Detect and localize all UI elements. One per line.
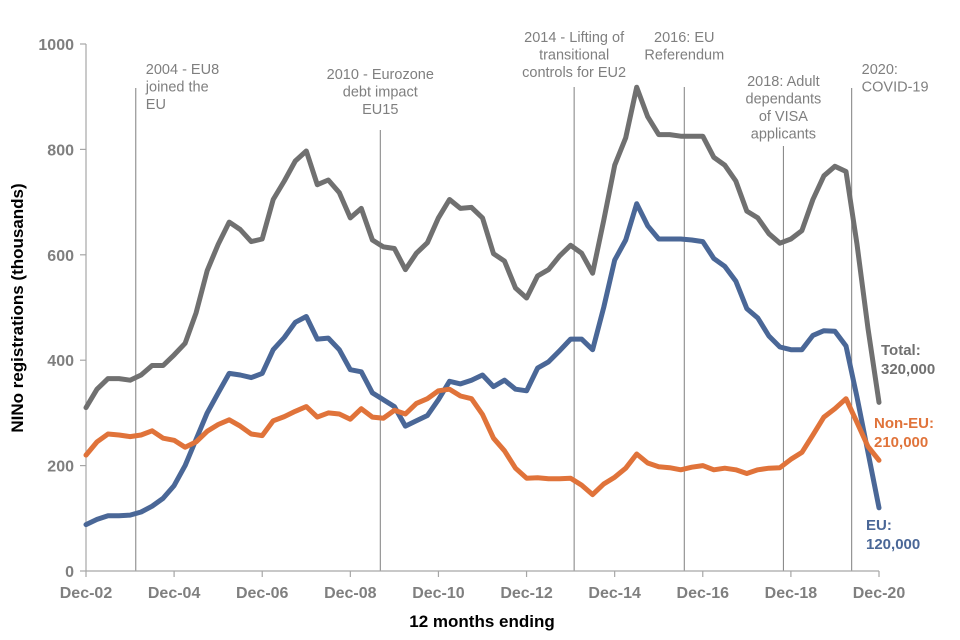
annotation-text-line: COVID-19 xyxy=(862,80,929,96)
y-tick-label: 0 xyxy=(65,564,74,581)
annotation-text-line: EU xyxy=(146,97,166,113)
annotation-text: 2014 - Lifting of transitional controls fo… xyxy=(522,30,626,81)
series-line-total xyxy=(83,84,882,411)
annotation-text-line: 2014 - Lifting of xyxy=(524,30,625,46)
x-tick-label: Dec-06 xyxy=(236,585,289,602)
y-tick-label: 800 xyxy=(47,142,74,159)
x-tick-label: Dec-20 xyxy=(853,585,906,602)
series-end-label-line: 320,000 xyxy=(881,361,935,378)
x-tick-label: Dec-18 xyxy=(765,585,818,602)
y-tick-label: 400 xyxy=(47,353,74,370)
annotation-text: 2004 - EU8 joined the EU xyxy=(145,62,219,113)
x-axis-title: 12 months ending xyxy=(409,612,554,631)
annotation-text: 2020: COVID-19 xyxy=(862,62,929,96)
series-line-eu xyxy=(83,201,882,528)
annotation-text-line: of VISA xyxy=(759,109,808,125)
x-tick-label: Dec-08 xyxy=(324,585,377,602)
x-tick-label: Dec-12 xyxy=(500,585,553,602)
x-tick-label: Dec-16 xyxy=(677,585,730,602)
annotation-text-line: 2018: Adult xyxy=(747,74,820,90)
annotation-text-line: dependants xyxy=(746,92,822,108)
y-tick-label: 200 xyxy=(47,459,74,476)
y-tick-label: 1000 xyxy=(38,37,74,54)
series-end-labels: Total: 320,000 EU: 120,000 Non-EU: 210,000 xyxy=(866,342,935,553)
series-line-non-eu xyxy=(83,386,882,498)
annotation-text: 2010 - Eurozone debt impact EU15 xyxy=(327,67,434,118)
annotation-text-line: transitional xyxy=(539,48,609,64)
x-tick-label: Dec-14 xyxy=(588,585,641,602)
series-end-label-non-eu: Non-EU: 210,000 xyxy=(874,415,934,451)
x-tick-label: Dec-04 xyxy=(148,585,201,602)
annotation-text-line: applicants xyxy=(751,127,816,143)
annotation-text-line: 2010 - Eurozone xyxy=(327,67,434,83)
annotation-text-line: 2016: EU xyxy=(654,30,714,46)
series-end-label-total: Total: 320,000 xyxy=(881,342,935,378)
y-axis-title: NINo registrations (thousands) xyxy=(8,183,27,432)
annotation-text-line: 2020: xyxy=(862,62,898,78)
annotation-layer: 2004 - EU8 joined the EU 2010 - Eurozone deb… xyxy=(135,30,929,571)
x-tick-label: Dec-02 xyxy=(60,585,113,602)
annotation-text-line: EU15 xyxy=(362,102,398,118)
series-end-label-line: 120,000 xyxy=(866,536,920,553)
annotation-text-line: Referendum xyxy=(644,48,724,64)
series-end-label-line: 210,000 xyxy=(874,434,928,451)
annotation-text-line: joined the xyxy=(145,80,209,96)
annotation-text-line: controls for EU2 xyxy=(522,65,626,81)
series-end-label-line: Non-EU: xyxy=(874,415,934,432)
axes: 0 200 400 600 800 1000 Dec-02 Dec-04 Dec-06 Dec-0… xyxy=(38,37,905,602)
x-tick-label: Dec-10 xyxy=(412,585,465,602)
series-end-label-eu: EU: 120,000 xyxy=(866,517,920,553)
y-tick-label: 600 xyxy=(47,248,74,265)
annotation-text-line: 2004 - EU8 xyxy=(146,62,219,78)
series-layer xyxy=(83,84,882,528)
series-end-label-line: EU: xyxy=(866,517,892,534)
annotation-text: 2018: Adult dependants of VISA applicants xyxy=(746,74,822,143)
annotation-text: 2016: EU Referendum xyxy=(644,30,724,64)
annotation-text-line: debt impact xyxy=(343,85,418,101)
series-end-label-line: Total: xyxy=(881,342,921,359)
